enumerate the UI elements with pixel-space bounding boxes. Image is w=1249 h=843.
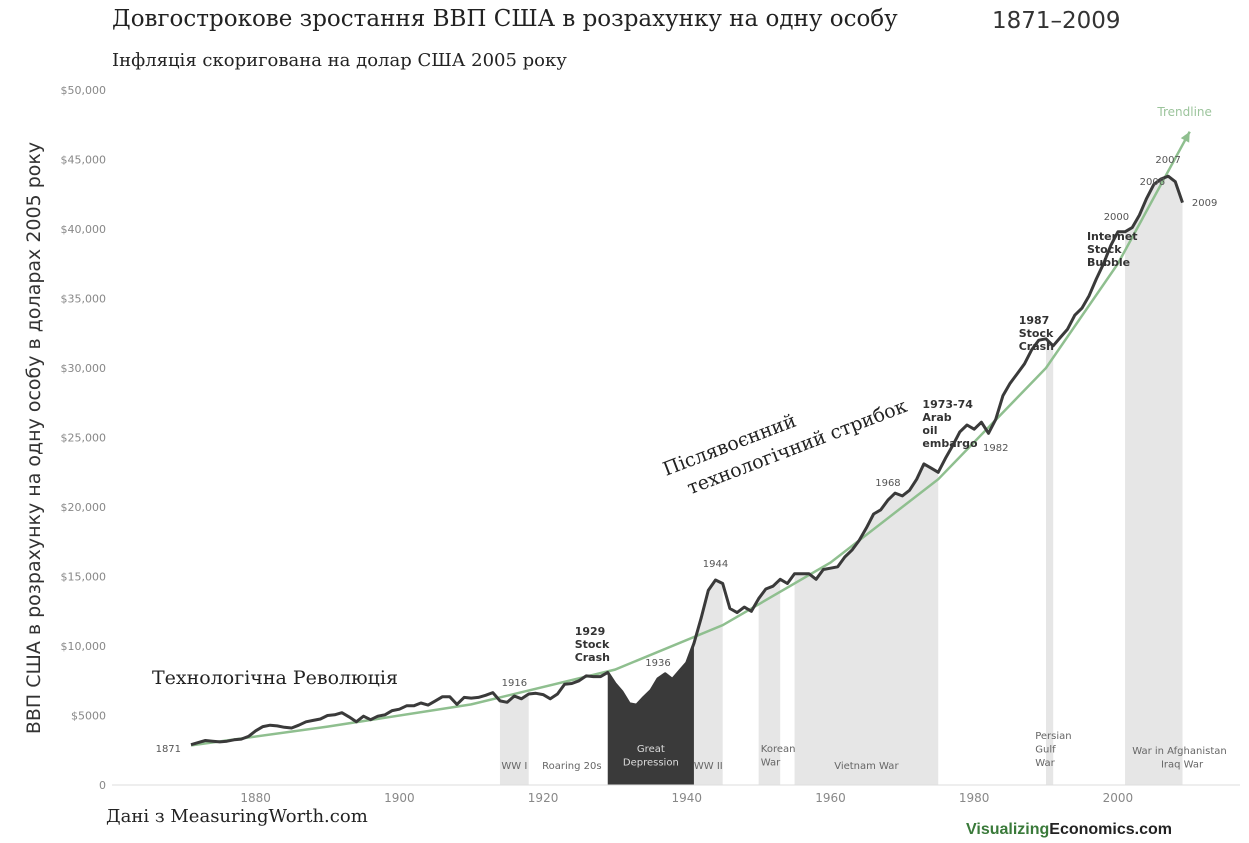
event-annotation: 1929 <box>575 625 606 638</box>
year-label: 2007 <box>1155 155 1180 166</box>
war-band <box>1125 176 1183 785</box>
band-label: War in Afghanistan <box>1132 746 1227 757</box>
x-tick-label: 1980 <box>959 791 990 805</box>
trendline-label: Trendline <box>1156 105 1212 119</box>
event-annotation: Stock <box>575 638 610 651</box>
year-label: 2000 <box>1104 212 1129 223</box>
y-tick-label: 0 <box>99 779 106 792</box>
trendline-arrow <box>1180 131 1190 143</box>
x-tick-label: 1940 <box>672 791 703 805</box>
year-label: 1982 <box>983 443 1008 454</box>
y-tick-label: $50,000 <box>61 84 107 97</box>
war-band <box>1046 338 1054 785</box>
event-annotation: Crash <box>1019 340 1054 353</box>
x-tick-label: 1960 <box>815 791 846 805</box>
y-tick-label: $40,000 <box>61 223 107 236</box>
x-axis: 1880 1900 1920 1940 1960 1980 2000 <box>112 784 1240 805</box>
event-annotation: Crash <box>575 651 610 664</box>
trendline-path <box>190 131 1191 747</box>
band-label: Iraq War <box>1161 760 1204 771</box>
band-label: WW I <box>501 761 527 772</box>
event-annotation: 1987 <box>1019 314 1050 327</box>
band-label: Korean <box>761 744 796 755</box>
y-tick-label: $25,000 <box>61 432 107 445</box>
y-tick-label: $45,000 <box>61 154 107 167</box>
band-label: Persian <box>1035 731 1071 742</box>
band-label: Depression <box>623 758 679 769</box>
event-annotation: embargo <box>922 437 978 450</box>
brand-part1: Visualizing <box>966 821 1050 838</box>
y-tick-label: $15,000 <box>61 571 107 584</box>
year-label: 2009 <box>1192 198 1217 209</box>
year-range: 1871–2009 <box>992 8 1121 34</box>
band-label: Great <box>637 744 665 755</box>
event-annotation: Stock <box>1087 243 1122 256</box>
war-band <box>794 463 939 785</box>
war-band <box>758 579 781 785</box>
brand-logo[interactable]: VisualizingEconomics.com <box>966 821 1172 839</box>
band-label: Vietnam War <box>834 761 899 772</box>
war-bands: WW I Great Depression WW II Korean War Vietnam… <box>499 176 1227 785</box>
y-tick-label: $10,000 <box>61 640 107 653</box>
year-label: 1916 <box>502 678 527 689</box>
event-annotation: Arab <box>922 411 951 424</box>
trendline: Trendline <box>190 105 1212 747</box>
x-tick-label: 2000 <box>1103 791 1134 805</box>
band-label: War <box>761 758 781 769</box>
gdp-series <box>190 174 1184 747</box>
data-source: Дані з MeasuringWorth.com <box>106 806 368 827</box>
y-tick-label: $30,000 <box>61 362 107 375</box>
x-tick-label: 1900 <box>384 791 415 805</box>
period-label: Roaring 20s <box>542 761 601 772</box>
brand-part2: Economics.com <box>1049 821 1172 838</box>
event-annotation: oil <box>922 424 937 437</box>
band-label: War <box>1035 758 1055 769</box>
event-annotation: 1973-74 <box>922 398 973 411</box>
chart-title: Довгострокове зростання ВВП США в розрах… <box>112 6 898 32</box>
year-label: 1936 <box>645 658 670 669</box>
y-tick-label: $20,000 <box>61 501 107 514</box>
war-band <box>693 579 723 785</box>
era-label-tech-revolution: Технологічна Революція <box>152 667 398 689</box>
gdp-line <box>190 174 1184 747</box>
y-tick-label: $5000 <box>71 710 106 723</box>
event-annotation: Internet <box>1087 230 1138 243</box>
x-tick-label: 1920 <box>528 791 559 805</box>
event-annotation: Stock <box>1019 327 1054 340</box>
chart-subtitle: Інфляція скоригована на долар США 2005 р… <box>112 50 567 71</box>
band-label: Gulf <box>1035 745 1056 756</box>
year-label: 1871 <box>156 744 181 755</box>
band-label: WW II <box>694 761 723 772</box>
y-axis: 0 $5000 $10,000 $15,000 $20,000 $25,000 $30,00… <box>61 84 107 792</box>
year-label: 2006 <box>1140 177 1165 188</box>
year-label: 1944 <box>703 559 728 570</box>
war-band <box>607 643 694 785</box>
year-label: 1968 <box>875 478 900 489</box>
x-tick-label: 1880 <box>240 791 271 805</box>
y-tick-label: $35,000 <box>61 293 107 306</box>
event-annotation: Bubble <box>1087 256 1130 269</box>
war-band <box>499 693 529 785</box>
